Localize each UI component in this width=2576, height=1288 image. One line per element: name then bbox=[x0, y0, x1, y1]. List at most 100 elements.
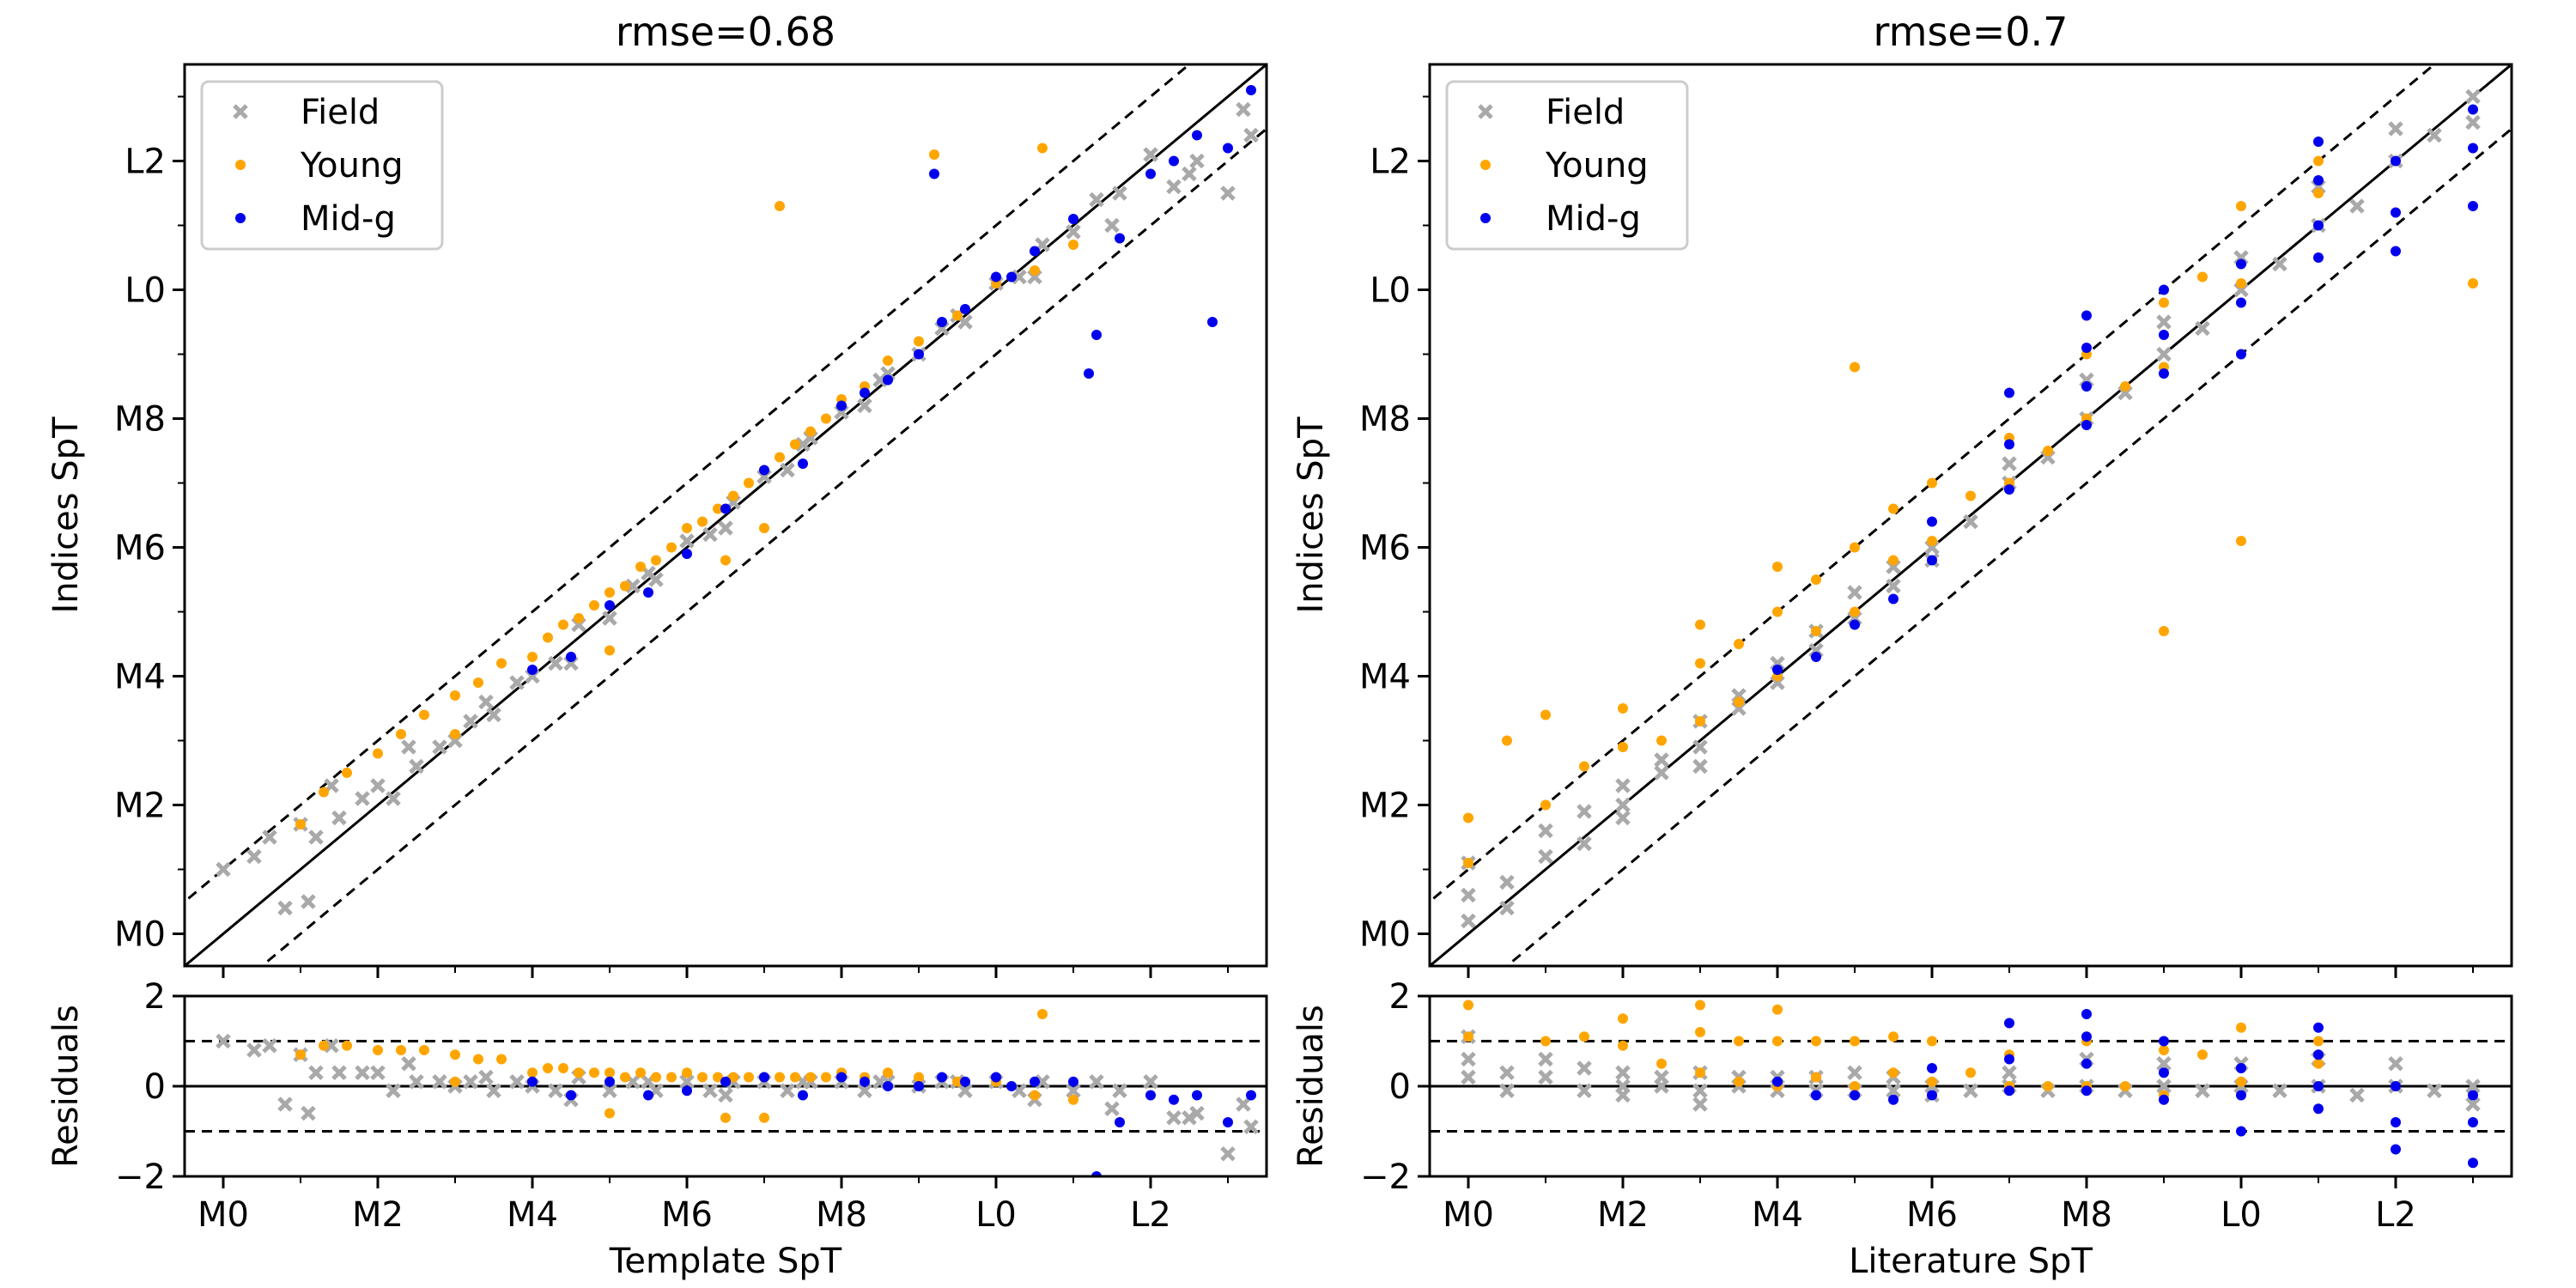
field-point bbox=[246, 848, 262, 865]
y-tick-label: L0 bbox=[1370, 271, 1411, 311]
mid-g-residual-point bbox=[2004, 1085, 2014, 1097]
field-point bbox=[872, 372, 888, 388]
x-tick-label: M0 bbox=[197, 1195, 249, 1235]
field-point bbox=[1066, 224, 1081, 240]
young-point bbox=[635, 562, 646, 572]
young-point bbox=[1695, 716, 1705, 726]
young-point bbox=[952, 310, 963, 321]
young-point bbox=[419, 709, 429, 720]
young-residual-point bbox=[1037, 1009, 1048, 1019]
mid-g-residual-point bbox=[1068, 1076, 1078, 1087]
x-tick-label: L0 bbox=[975, 1195, 1017, 1235]
mid-g-point bbox=[2313, 137, 2324, 147]
young-point bbox=[1695, 619, 1705, 630]
mid-g-residual-point bbox=[2081, 1058, 2092, 1069]
field-residual-point bbox=[432, 1073, 447, 1090]
field-residual-point bbox=[409, 1073, 424, 1090]
young-residual-point bbox=[1888, 1031, 1899, 1042]
x-tick-label: M6 bbox=[661, 1195, 713, 1235]
main-axes-frame bbox=[183, 63, 1268, 968]
young-residual-point bbox=[319, 1040, 329, 1051]
field-point bbox=[1012, 269, 1027, 285]
mid-g-point bbox=[1006, 271, 1017, 283]
mid-g-residual-point bbox=[2159, 1036, 2169, 1047]
young-point bbox=[450, 690, 460, 701]
field-residual-point bbox=[401, 1055, 416, 1072]
field-residual-point bbox=[602, 1083, 617, 1099]
young-point bbox=[1850, 361, 1860, 373]
field-point bbox=[2156, 346, 2172, 362]
field-residual-point bbox=[857, 1083, 872, 1099]
mid-g-residual-point bbox=[1192, 1090, 1202, 1101]
young-residual-point bbox=[2313, 1036, 2324, 1047]
field-point bbox=[548, 655, 563, 671]
young-residual-point bbox=[1772, 1036, 1783, 1047]
residual-y-tick-label: 0 bbox=[1389, 1067, 1411, 1107]
young-point bbox=[1850, 606, 1860, 617]
x-tick-label: L2 bbox=[2375, 1195, 2416, 1235]
field-point bbox=[2195, 320, 2210, 337]
field-residual-point bbox=[2388, 1055, 2403, 1072]
field-point bbox=[1654, 752, 1669, 768]
field-residual-point bbox=[386, 1083, 401, 1099]
legend-box bbox=[1445, 80, 1689, 251]
young-point bbox=[2120, 381, 2130, 392]
y-tick-label: M0 bbox=[114, 915, 166, 955]
field-point bbox=[795, 436, 811, 453]
field-residual-point bbox=[1499, 1083, 1515, 1099]
young-point bbox=[496, 658, 507, 669]
y-tick-label: L2 bbox=[125, 143, 166, 182]
y-tick-label: M2 bbox=[1359, 787, 1411, 826]
field-point bbox=[355, 791, 370, 806]
main-plot-area bbox=[185, 64, 1267, 966]
young-residual-point bbox=[419, 1045, 429, 1055]
field-point bbox=[1499, 874, 1515, 890]
field-residual-point bbox=[1189, 1105, 1205, 1121]
young-residual-point bbox=[2043, 1081, 2053, 1091]
x-tick-label: M8 bbox=[2061, 1195, 2112, 1235]
young-point bbox=[558, 619, 568, 630]
young-point bbox=[1540, 709, 1551, 720]
field-point bbox=[478, 694, 494, 710]
mid-g-point bbox=[759, 465, 769, 476]
young-residual-point bbox=[651, 1072, 661, 1083]
young-residual-point bbox=[1068, 1094, 1078, 1105]
field-point bbox=[1847, 585, 1862, 600]
field-residual-point bbox=[331, 1065, 347, 1081]
x-tick-label: M6 bbox=[1906, 1195, 1958, 1235]
field-residual-point bbox=[277, 1097, 293, 1112]
field-residual-point bbox=[1243, 1119, 1259, 1135]
young-point bbox=[527, 652, 538, 662]
young-residual-point bbox=[790, 1072, 800, 1083]
field-residual-point bbox=[509, 1073, 525, 1090]
mid-g-residual-point bbox=[883, 1081, 893, 1091]
young-point bbox=[1502, 735, 1512, 746]
field-residual-point bbox=[308, 1065, 324, 1081]
x-tick-label: M0 bbox=[1443, 1195, 1494, 1235]
legend-marker-field bbox=[1478, 104, 1493, 119]
young-point bbox=[396, 729, 406, 739]
young-point bbox=[805, 426, 816, 437]
young-residual-point bbox=[1463, 1031, 1473, 1042]
young-point bbox=[1463, 858, 1473, 868]
field-residual-point bbox=[718, 1087, 733, 1103]
mid-g-residual-point bbox=[2236, 1063, 2246, 1073]
x-tick-label: L0 bbox=[2221, 1195, 2262, 1235]
young-point bbox=[473, 677, 483, 688]
field-point bbox=[1166, 179, 1182, 195]
x-tick-label: M8 bbox=[816, 1195, 867, 1235]
field-residual-point bbox=[2272, 1083, 2287, 1099]
young-point bbox=[1811, 574, 1821, 585]
young-residual-point bbox=[1811, 1036, 1821, 1047]
young-point bbox=[759, 523, 769, 533]
legend-marker-young bbox=[1480, 160, 1491, 170]
legend-marker-mid-g bbox=[235, 213, 246, 223]
x-tick-label: M4 bbox=[507, 1195, 558, 1235]
mid-g-point bbox=[1207, 317, 1218, 327]
young-residual-point bbox=[1618, 1040, 1628, 1051]
y-tick-label: M8 bbox=[1359, 400, 1411, 440]
young-point bbox=[2197, 271, 2208, 283]
legend-label-young: Young bbox=[300, 146, 404, 185]
residual-y-axis-label: Residuals bbox=[46, 1005, 86, 1168]
